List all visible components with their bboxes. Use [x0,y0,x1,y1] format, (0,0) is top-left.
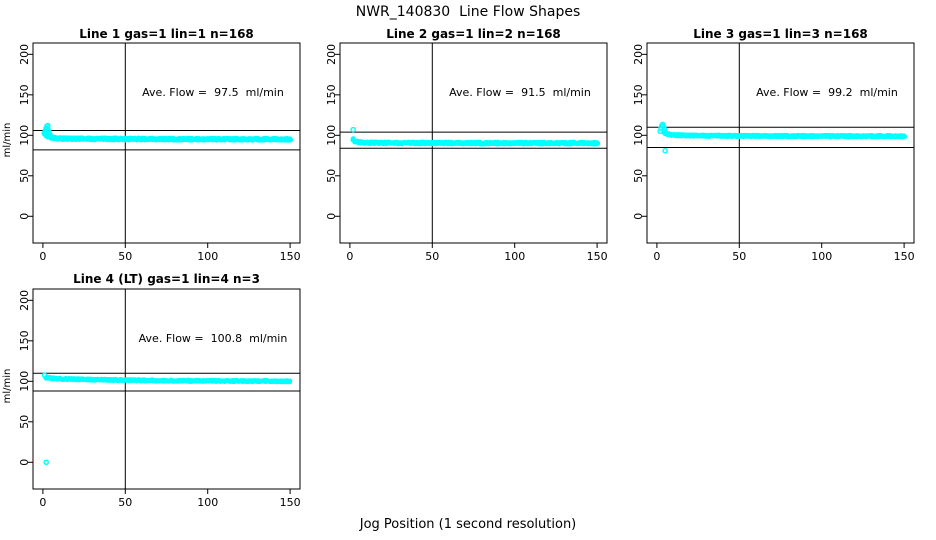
axes: 0 50 100 150 0 50 100 150 200 [18,44,301,263]
y-tick-label: 100 [325,125,338,146]
y-tick-label: 200 [632,44,645,65]
y-tick-label: 150 [18,84,31,105]
y-tick-label: 200 [18,44,31,65]
plot-border-box [32,42,301,244]
x-axis-label: Jog Position (1 second resolution) [359,517,577,532]
plot-border-box [339,42,608,244]
outlier-point [43,459,49,466]
x-tick-label: 50 [118,250,132,263]
x-tick-label: 0 [346,250,353,263]
reference-lines [647,43,914,243]
x-tick-label: 100 [504,250,525,263]
y-tick-label: 100 [18,125,31,146]
flow-data-points [350,126,601,147]
y-tick-label: 100 [18,371,31,392]
y-tick-label: 0 [325,213,338,220]
axes: 0 50 100 150 0 50 100 150 200 [325,44,608,263]
y-tick-label: 0 [632,213,645,220]
y-tick-label: 150 [632,84,645,105]
subplot4-y-axis-label: ml/min [2,368,13,404]
x-tick-label: 50 [425,250,439,263]
plot-border-box [32,288,301,490]
subplot4-plot-area: 0 50 100 150 0 50 100 150 200 [18,288,301,509]
subplot3-plot-area: 0 50 100 150 0 50 100 150 200 [632,42,915,263]
y-tick-label: 150 [18,330,31,351]
figure-title: NWR_140830 Line Flow Shapes [355,4,581,20]
subplot2-plot-area: 0 50 100 150 0 50 100 150 200 [325,42,608,263]
flow-data-points [657,121,908,154]
subplot2-ave-flow-annotation: Ave. Flow = 91.5 ml/min [449,86,591,99]
x-tick-label: 150 [894,250,915,263]
y-tick-label: 100 [632,125,645,146]
subplot4-ave-flow-annotation: Ave. Flow = 100.8 ml/min [138,332,288,345]
plot-border-box [646,42,915,244]
x-tick-label: 100 [197,496,218,509]
y-tick-label: 200 [18,290,31,311]
subplot1-title: Line 1 gas=1 lin=1 n=168 [79,27,254,41]
subplot1-ave-flow-annotation: Ave. Flow = 97.5 ml/min [142,86,284,99]
y-tick-label: 50 [18,415,31,429]
subplot3-title: Line 3 gas=1 lin=3 n=168 [693,27,868,41]
y-tick-label: 0 [18,459,31,466]
reference-lines [33,289,300,489]
x-tick-label: 100 [811,250,832,263]
axes: 0 50 100 150 0 50 100 150 200 [18,290,301,509]
subplot1-plot-area: 0 50 100 150 0 50 100 150 200 [18,42,301,263]
x-tick-label: 0 [39,250,46,263]
y-tick-label: 50 [18,169,31,183]
outlier-point [662,147,668,154]
axes: 0 50 100 150 0 50 100 150 200 [632,44,915,263]
x-tick-label: 150 [587,250,608,263]
subplot4-title: Line 4 (LT) gas=1 lin=4 n=3 [73,272,260,286]
x-tick-label: 50 [732,250,746,263]
y-tick-label: 150 [325,84,338,105]
y-tick-label: 0 [18,213,31,220]
y-tick-label: 200 [325,44,338,65]
flow-data-points [41,372,293,466]
subplot3-ave-flow-annotation: Ave. Flow = 99.2 ml/min [756,86,898,99]
x-tick-label: 150 [280,250,301,263]
y-tick-label: 50 [632,169,645,183]
subplot1-y-axis-label: ml/min [2,122,13,158]
reference-lines [33,43,300,243]
x-tick-label: 50 [118,496,132,509]
flow-data-points [41,122,294,143]
y-tick-label: 50 [325,169,338,183]
x-tick-label: 150 [280,496,301,509]
x-tick-label: 100 [197,250,218,263]
x-tick-label: 0 [653,250,660,263]
x-tick-label: 0 [39,496,46,509]
subplot2-title: Line 2 gas=1 lin=2 n=168 [386,27,561,41]
